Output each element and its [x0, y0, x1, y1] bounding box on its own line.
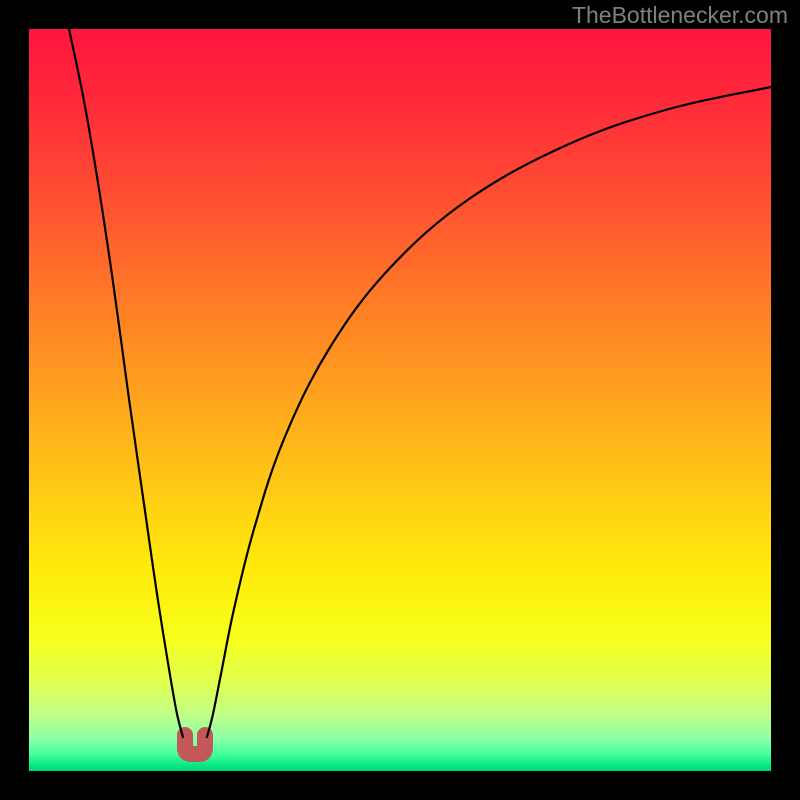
watermark-text: TheBottlenecker.com: [572, 2, 788, 29]
gradient-background: [29, 29, 771, 771]
plot-svg: [29, 29, 771, 771]
